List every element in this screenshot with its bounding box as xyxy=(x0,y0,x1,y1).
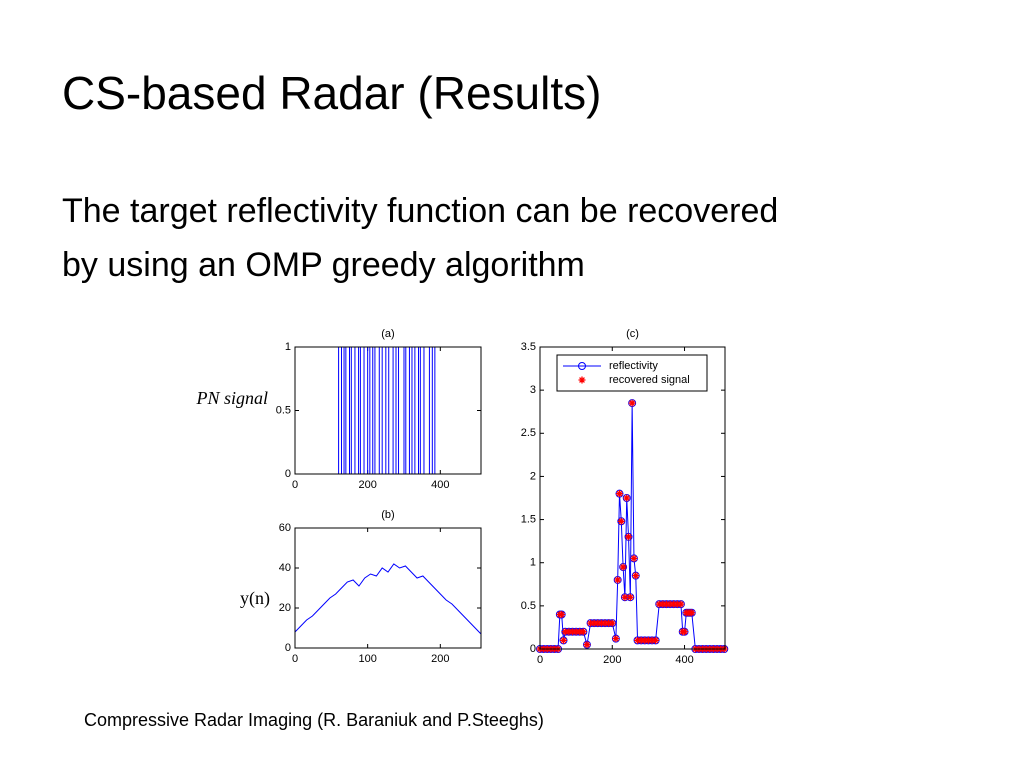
legend-marker xyxy=(578,376,586,384)
marker xyxy=(561,628,569,636)
chart-title: (b) xyxy=(381,509,394,521)
annotation: PN signal xyxy=(195,388,268,408)
marker xyxy=(587,619,595,627)
marker xyxy=(662,600,670,608)
chart-title: (c) xyxy=(626,328,639,340)
marker xyxy=(666,600,674,608)
y-tick-label: 1 xyxy=(285,341,291,353)
y-tick-label: 1 xyxy=(530,557,536,569)
marker xyxy=(612,635,620,643)
plot-frame xyxy=(294,527,482,649)
marker xyxy=(634,636,642,644)
marker xyxy=(628,399,636,407)
marker xyxy=(558,610,566,618)
y-tick-label: 0 xyxy=(530,643,536,655)
y-tick-label: 3 xyxy=(530,384,536,396)
marker xyxy=(605,619,613,627)
marker xyxy=(621,593,629,601)
marker xyxy=(641,636,649,644)
slide-title: CS-based Radar (Results) xyxy=(62,67,602,119)
marker xyxy=(601,619,609,627)
marker xyxy=(644,636,652,644)
data-line xyxy=(295,346,481,475)
marker xyxy=(659,600,667,608)
marker xyxy=(652,636,660,644)
marker xyxy=(677,600,685,608)
y-tick-label: 1.5 xyxy=(521,513,536,525)
marker xyxy=(590,619,598,627)
legend-frame xyxy=(556,354,708,392)
legend-marker xyxy=(578,362,586,370)
y-tick-label: 2.5 xyxy=(521,427,536,439)
x-tick-label: 0 xyxy=(292,653,298,665)
marker xyxy=(673,600,681,608)
marker xyxy=(625,533,633,541)
marker xyxy=(632,572,640,580)
x-tick-label: 200 xyxy=(431,653,449,665)
marker xyxy=(559,636,567,644)
marker xyxy=(681,628,689,636)
y-tick-label: 3.5 xyxy=(521,341,536,353)
marker xyxy=(615,490,623,498)
chart-title: (a) xyxy=(381,328,394,340)
marker xyxy=(623,494,631,502)
y-tick-label: 60 xyxy=(279,522,291,534)
x-tick-label: 400 xyxy=(675,654,693,666)
plot-frame xyxy=(294,346,482,475)
x-tick-label: 200 xyxy=(603,654,621,666)
marker xyxy=(614,576,622,584)
marker xyxy=(594,619,602,627)
annotation: y(n) xyxy=(240,588,270,609)
legend-label: recovered signal xyxy=(609,374,690,386)
x-tick-label: 0 xyxy=(292,479,298,491)
plot-frame xyxy=(539,346,726,650)
y-tick-label: 2 xyxy=(530,470,536,482)
marker xyxy=(670,600,678,608)
data-line xyxy=(294,563,482,635)
data-line xyxy=(540,403,725,650)
legend-label: reflectivity xyxy=(609,360,658,372)
y-tick-label: 20 xyxy=(279,602,291,614)
caption: Compressive Radar Imaging (R. Baraniuk a… xyxy=(84,710,544,730)
marker xyxy=(597,619,605,627)
marker xyxy=(583,641,591,649)
x-tick-label: 400 xyxy=(431,479,449,491)
y-tick-label: 0 xyxy=(285,642,291,654)
y-tick-label: 40 xyxy=(279,562,291,574)
body-text: The target reflectivity function can be … xyxy=(62,192,779,230)
marker xyxy=(626,593,634,601)
x-tick-label: 100 xyxy=(358,653,376,665)
marker xyxy=(630,554,638,562)
marker xyxy=(688,609,696,617)
marker xyxy=(576,628,584,636)
marker xyxy=(648,636,656,644)
x-tick-label: 0 xyxy=(537,654,543,666)
y-tick-label: 0.5 xyxy=(521,600,536,612)
y-tick-label: 0 xyxy=(285,468,291,480)
marker xyxy=(565,628,573,636)
marker xyxy=(619,563,627,571)
marker xyxy=(637,636,645,644)
marker xyxy=(608,619,616,627)
marker xyxy=(655,600,663,608)
body-text: by using an OMP greedy algorithm xyxy=(62,246,585,284)
y-tick-label: 0.5 xyxy=(276,404,291,416)
x-tick-label: 200 xyxy=(358,479,376,491)
marker xyxy=(569,628,577,636)
marker xyxy=(579,628,587,636)
marker xyxy=(617,517,625,525)
marker xyxy=(572,628,580,636)
